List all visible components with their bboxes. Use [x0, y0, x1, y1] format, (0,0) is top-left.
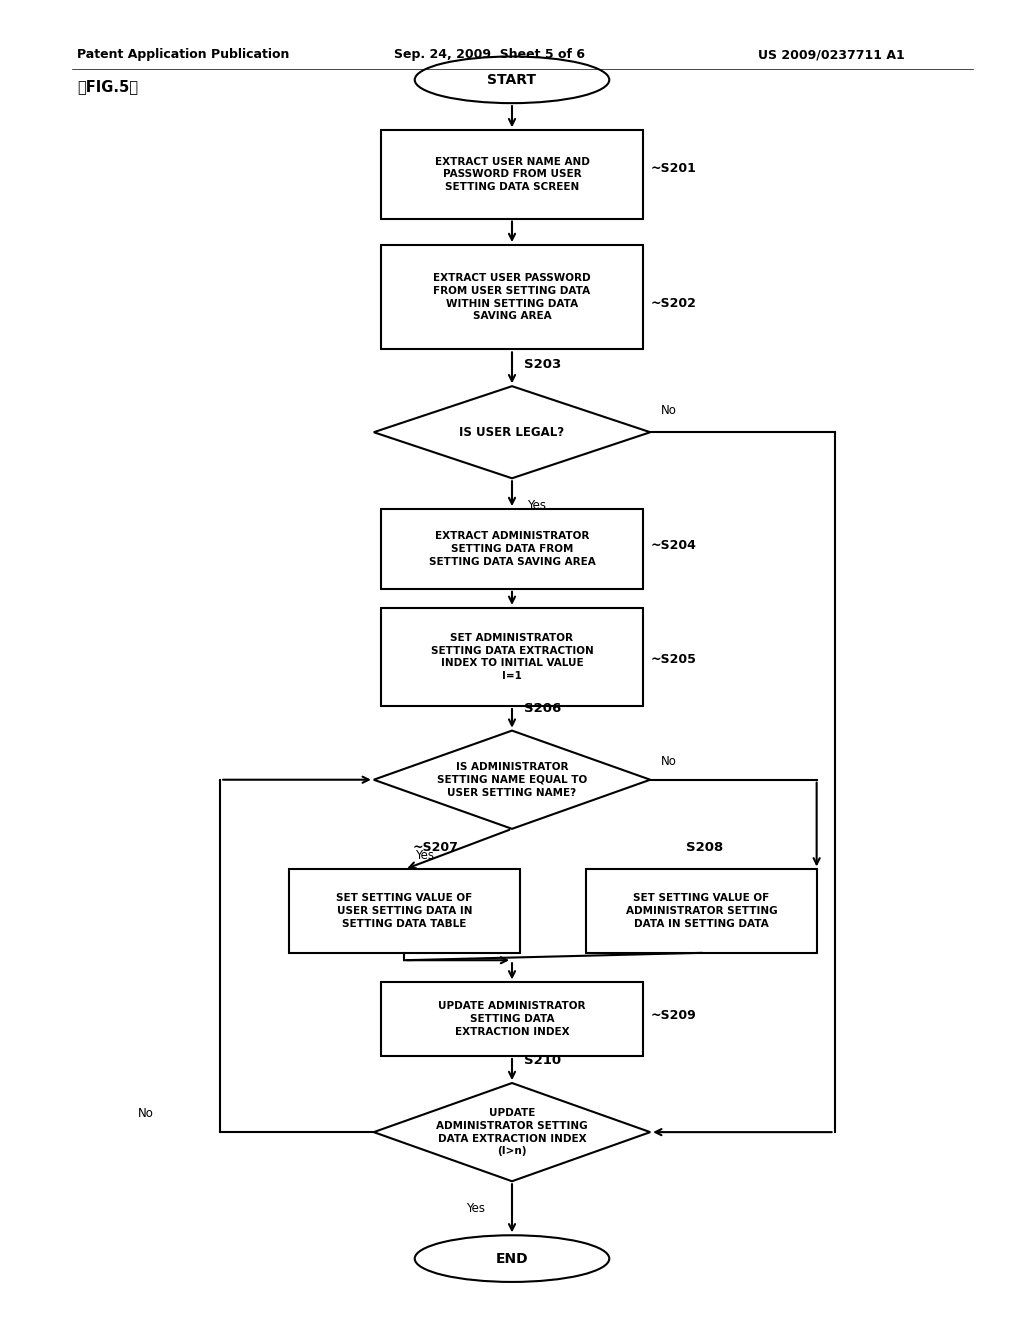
- Text: S203: S203: [524, 358, 561, 371]
- Text: END: END: [496, 1251, 528, 1266]
- Text: No: No: [660, 404, 677, 417]
- Text: ~S201: ~S201: [651, 162, 696, 174]
- Text: EXTRACT USER NAME AND
PASSWORD FROM USER
SETTING DATA SCREEN: EXTRACT USER NAME AND PASSWORD FROM USER…: [434, 157, 590, 193]
- Polygon shape: [374, 730, 650, 829]
- Text: ~S205: ~S205: [651, 653, 696, 665]
- Text: ~S202: ~S202: [651, 297, 696, 310]
- Text: Patent Application Publication: Patent Application Publication: [77, 49, 289, 61]
- Text: ~S207: ~S207: [413, 841, 459, 854]
- Text: START: START: [487, 73, 537, 87]
- FancyBboxPatch shape: [290, 870, 520, 953]
- Text: ~S204: ~S204: [651, 539, 696, 552]
- Text: EXTRACT ADMINISTRATOR
SETTING DATA FROM
SETTING DATA SAVING AREA: EXTRACT ADMINISTRATOR SETTING DATA FROM …: [429, 531, 595, 566]
- Text: EXTRACT USER PASSWORD
FROM USER SETTING DATA
WITHIN SETTING DATA
SAVING AREA: EXTRACT USER PASSWORD FROM USER SETTING …: [433, 273, 591, 321]
- Ellipse shape: [415, 1236, 609, 1282]
- Text: Yes: Yes: [466, 1201, 485, 1214]
- Text: IS ADMINISTRATOR
SETTING NAME EQUAL TO
USER SETTING NAME?: IS ADMINISTRATOR SETTING NAME EQUAL TO U…: [437, 762, 587, 797]
- Text: UPDATE
ADMINISTRATOR SETTING
DATA EXTRACTION INDEX
(I>n): UPDATE ADMINISTRATOR SETTING DATA EXTRAC…: [436, 1107, 588, 1156]
- Text: S206: S206: [524, 702, 561, 715]
- FancyBboxPatch shape: [381, 510, 643, 589]
- Text: Sep. 24, 2009  Sheet 5 of 6: Sep. 24, 2009 Sheet 5 of 6: [394, 49, 586, 61]
- FancyBboxPatch shape: [381, 131, 643, 219]
- FancyBboxPatch shape: [381, 246, 643, 350]
- FancyBboxPatch shape: [381, 607, 643, 706]
- Text: Yes: Yes: [415, 849, 434, 862]
- Text: 『FIG.5』: 『FIG.5』: [77, 79, 138, 94]
- Polygon shape: [374, 387, 650, 478]
- Text: No: No: [138, 1107, 155, 1121]
- Text: SET ADMINISTRATOR
SETTING DATA EXTRACTION
INDEX TO INITIAL VALUE
I=1: SET ADMINISTRATOR SETTING DATA EXTRACTIO…: [431, 632, 593, 681]
- FancyBboxPatch shape: [381, 982, 643, 1056]
- Text: SET SETTING VALUE OF
ADMINISTRATOR SETTING
DATA IN SETTING DATA: SET SETTING VALUE OF ADMINISTRATOR SETTI…: [626, 894, 777, 929]
- Ellipse shape: [415, 57, 609, 103]
- Text: Yes: Yes: [527, 499, 547, 512]
- Text: S208: S208: [686, 841, 723, 854]
- Polygon shape: [374, 1082, 650, 1181]
- Text: IS USER LEGAL?: IS USER LEGAL?: [460, 426, 564, 438]
- Text: UPDATE ADMINISTRATOR
SETTING DATA
EXTRACTION INDEX: UPDATE ADMINISTRATOR SETTING DATA EXTRAC…: [438, 1002, 586, 1038]
- Text: ~S209: ~S209: [651, 1008, 696, 1022]
- Text: S210: S210: [524, 1055, 561, 1068]
- Text: US 2009/0237711 A1: US 2009/0237711 A1: [758, 49, 904, 61]
- Text: No: No: [660, 755, 677, 768]
- Text: SET SETTING VALUE OF
USER SETTING DATA IN
SETTING DATA TABLE: SET SETTING VALUE OF USER SETTING DATA I…: [336, 894, 473, 929]
- FancyBboxPatch shape: [586, 870, 817, 953]
